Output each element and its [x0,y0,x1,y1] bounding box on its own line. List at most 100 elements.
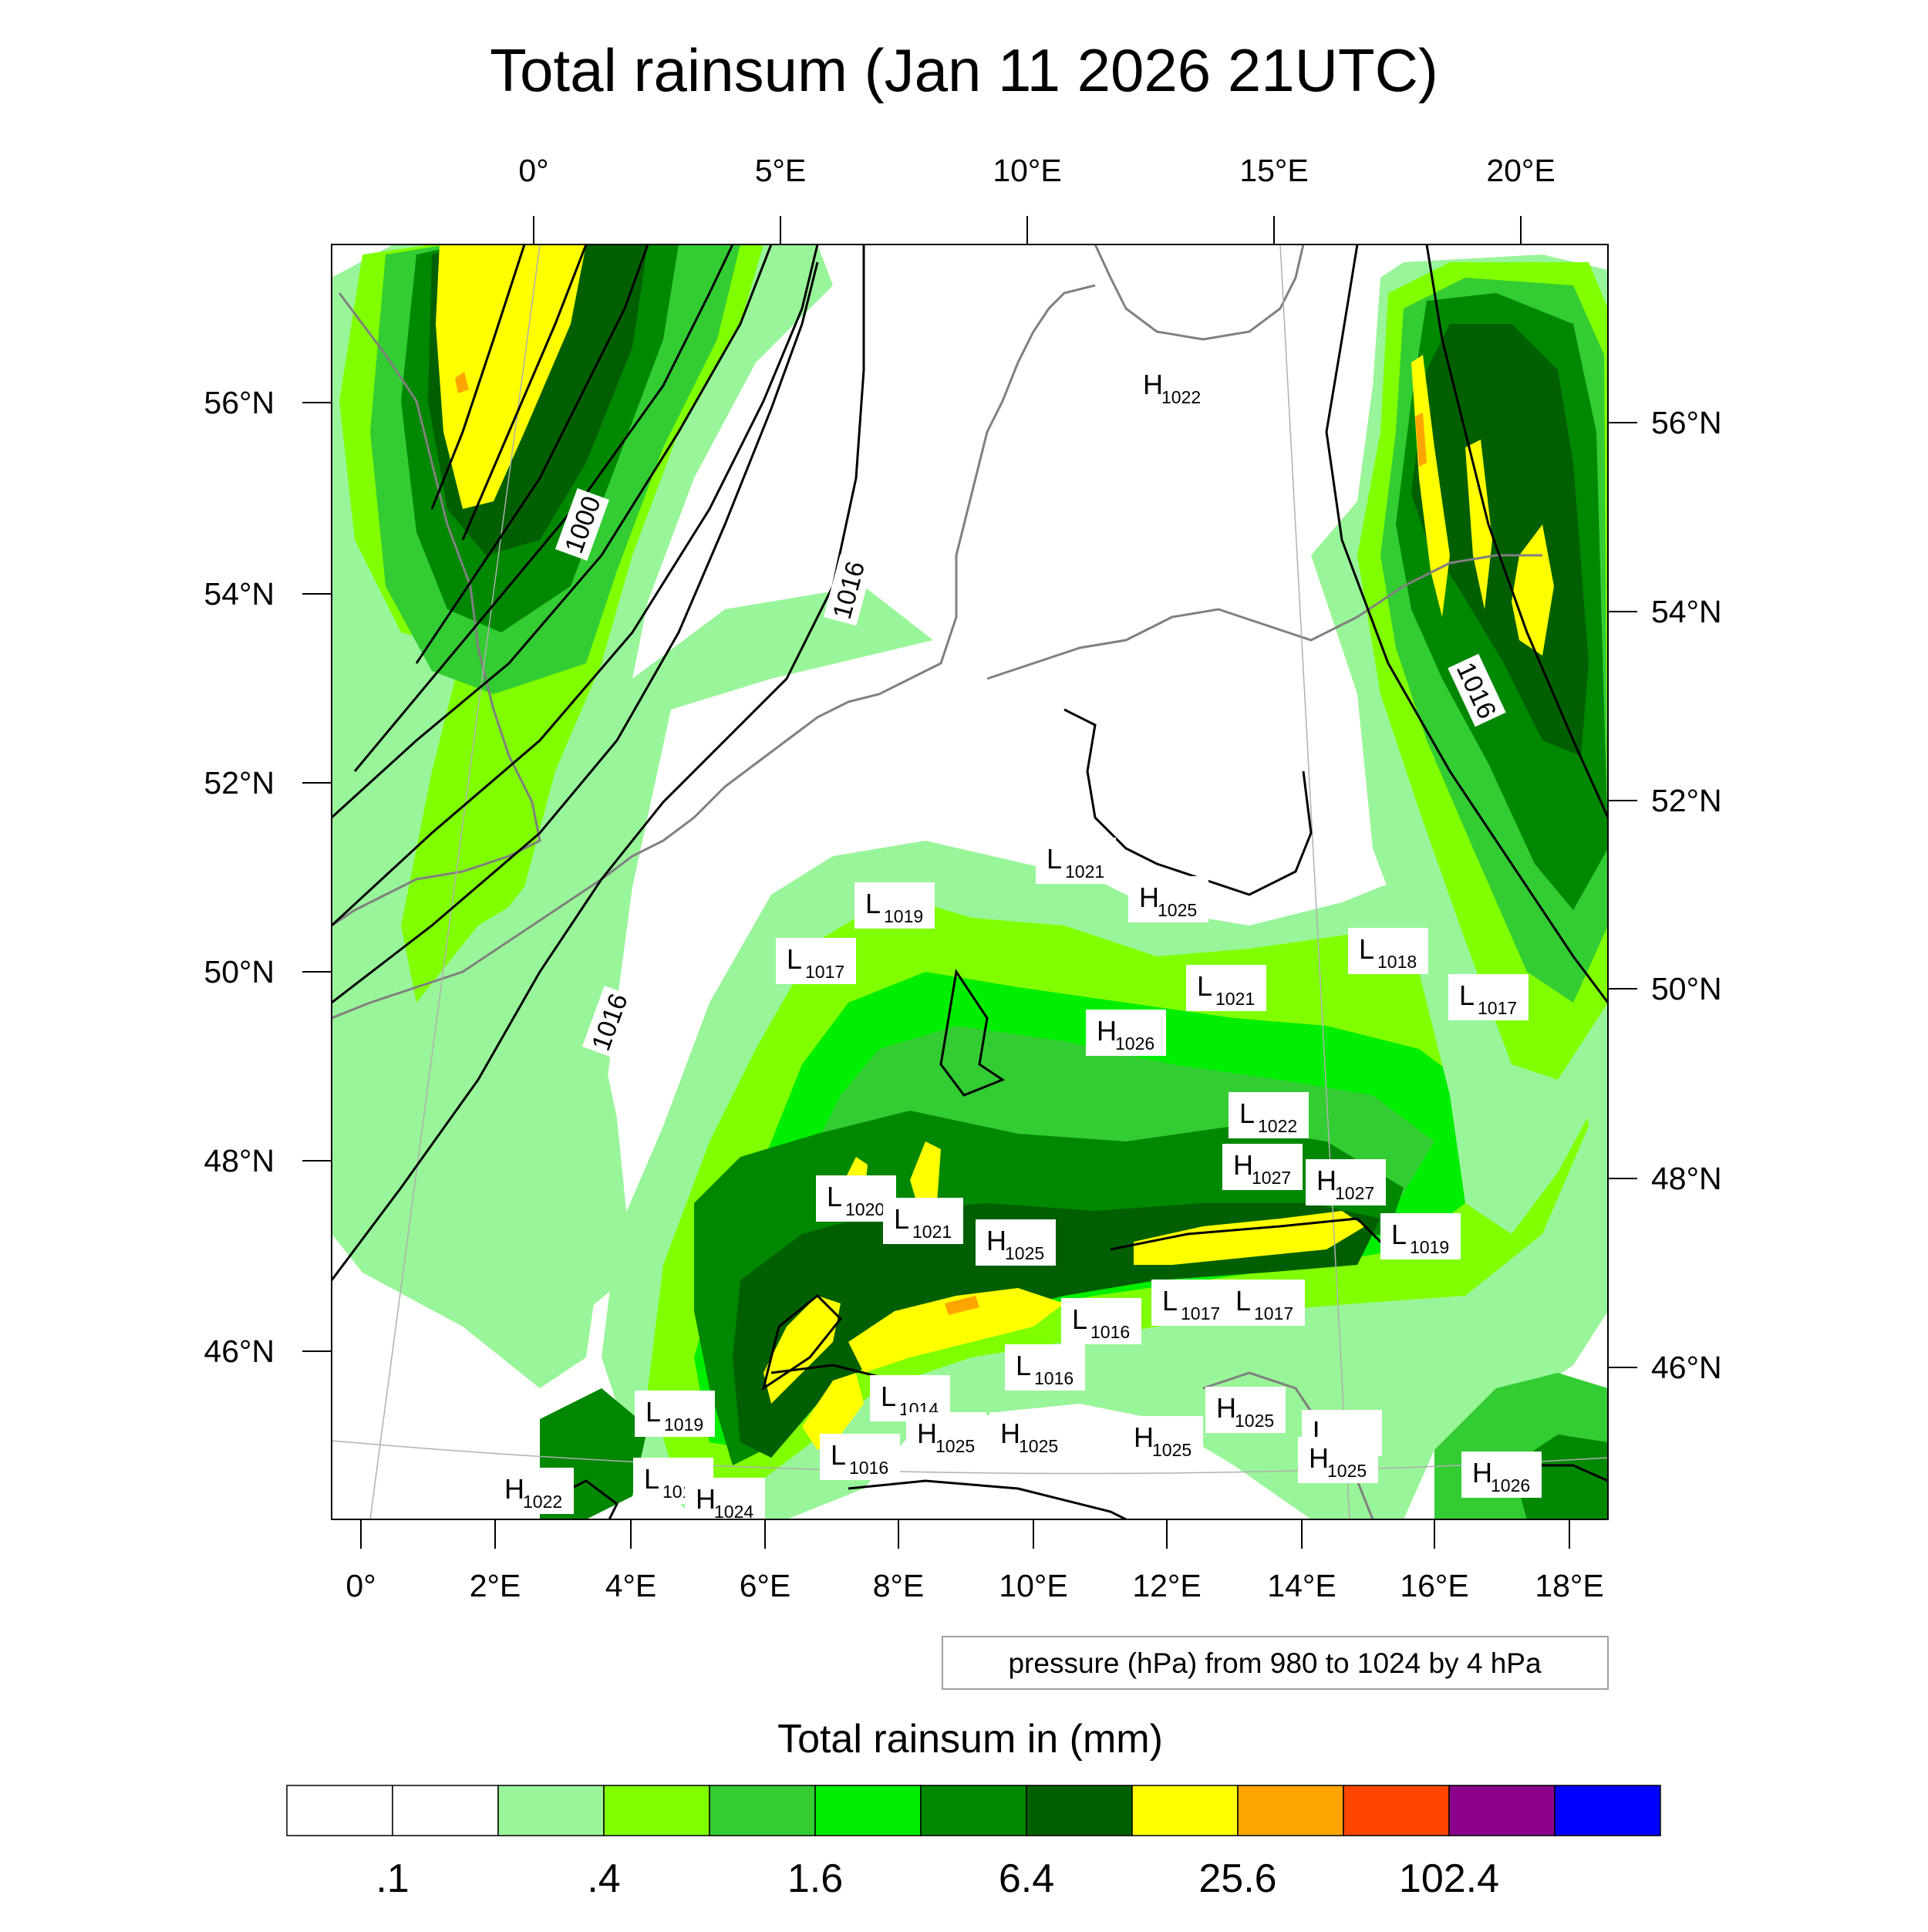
coast-britain [332,292,541,927]
pressure-center-box [1036,838,1116,884]
pressure-center-box [776,938,856,984]
right-lat-tick-label: 54°N [1651,594,1722,629]
pressure-center-type: H [1216,1392,1236,1424]
axis-tick-labels: 0° 5°E 10°E 15°E 20°E 0° 2°E 4°E 6°E 8°E 10°E 12°E 1… [204,153,1721,1603]
pressure-center-label: L 1017 [1151,1280,1232,1326]
pressure-center-type: L [831,1439,846,1471]
pressure-center-box [1461,1452,1542,1498]
pressure-center-box [685,1478,765,1524]
pressure-center-value: 1025 [1005,1243,1044,1263]
pressure-center-type: L [1162,1285,1178,1317]
pressure-center-type: L [1459,979,1475,1011]
colorbar-tick-label: 1.6 [787,1856,843,1901]
pressure-center-type: H [1316,1165,1336,1196]
pressure-center-label: L 1018 [1348,928,1428,974]
pressure-center-type: L [1359,933,1374,965]
isobar-14 [1110,1217,1390,1251]
pressure-center-value: 1021 [1065,861,1104,882]
pressure-center-type: L [1197,970,1212,1002]
rain-ne-yellow3 [1512,524,1554,656]
pressure-center-type: L [1391,1219,1407,1250]
pressure-center-value: 1016 [1034,1368,1074,1388]
isobar-2 [461,244,588,541]
pressure-center-value: 1020 [845,1199,885,1219]
pressure-center-box [820,1434,900,1480]
colorbar-tick-label: 25.6 [1198,1856,1276,1901]
pressure-center-type: L [881,1381,896,1412]
contour-label-box [823,554,874,626]
rain-central-yellow-c [848,1288,1064,1373]
isobar-12 [939,969,1006,1097]
pressure-center-value: 1017 [805,962,844,982]
pressure-center-box [1151,1280,1232,1326]
isobar-13 [761,1293,843,1391]
bottom-lon-tick-label: 4°E [605,1568,657,1603]
pressure-center-type: H [1309,1442,1329,1474]
pressure-center-type: H [1097,1015,1117,1047]
pressure-center-box [1123,1416,1203,1462]
colorbar-swatch [497,1785,605,1836]
coastlines [332,244,1542,1519]
pressure-center-value: 1019 [884,906,923,926]
pressure-center-value: 1024 [714,1502,753,1522]
pressure-center-box [1005,1344,1085,1391]
rain-central-orange [945,1296,979,1315]
contour-label-4: 1016 [1448,653,1506,727]
colorbar-swatch [603,1785,710,1836]
coast-scandinavia [1094,244,1305,341]
pressure-center-box [1222,1144,1303,1190]
pressure-center-label: L 1017 [1448,974,1529,1020]
pressure-center-box [1225,1280,1305,1326]
colorbar-swatch [286,1785,393,1836]
top-lon-tick-label: 5°E [755,153,807,188]
colorbar [286,1785,1661,1836]
bottom-lon-tick-label: 14°E [1267,1568,1336,1603]
left-lat-tick-label: 52°N [204,765,275,801]
pressure-center-type: L [894,1203,909,1235]
isobars [332,244,1608,1519]
pressure-center-type: L [644,1463,659,1495]
bottom-lon-tick-label: 8°E [873,1568,925,1603]
bottom-lon-tick-label: 18°E [1535,1568,1603,1603]
right-lat-tick-label: 46°N [1651,1350,1722,1385]
pressure-center-type: H [504,1473,524,1505]
axis-ticks [302,216,1637,1549]
left-lat-tick-label: 46°N [204,1334,275,1369]
pressure-center-box [1348,928,1428,974]
colorbar-swatch [1448,1785,1556,1836]
map-title: Total rainsum (Jan 11 2026 21UTC) [490,36,1438,104]
pressure-center-box [1186,965,1266,1011]
coast-continent [332,284,1096,1020]
pressure-center-box [1061,1298,1141,1344]
pressure-center-value: 1022 [523,1492,562,1512]
pressure-center-box [1380,1213,1461,1259]
rain-band-nw-orange [455,372,469,393]
colorbar-swatch [1343,1785,1450,1836]
left-lat-tick-label: 56°N [204,385,275,420]
bottom-lon-tick-label: 2°E [470,1568,521,1603]
rain-central-yellow-sw [802,1373,864,1450]
graticule-lon-0 [369,244,541,1519]
top-lon-tick-label: 20°E [1486,153,1555,188]
pressure-center-value: 1021 [1215,989,1255,1009]
bottom-lon-tick-label: 12°E [1132,1568,1201,1603]
left-lat-tick-label: 50°N [204,954,275,990]
pressure-center-box [1448,974,1529,1020]
pressure-center-type: L [1235,1285,1251,1317]
note-box [942,1636,1609,1690]
pressure-center-type: H [1472,1457,1492,1489]
pressure-center-value: 1019 [1410,1237,1449,1257]
colorbar-tick-label: .1 [376,1856,409,1901]
isobar-6 [332,244,819,927]
pressure-note: pressure (hPa) from 980 to 1024 by 4 hPa [1008,1647,1541,1679]
pressure-center-box [1298,1437,1378,1483]
pressure-center-type: H [1233,1149,1253,1181]
colorbar-swatch [1554,1785,1661,1836]
rain-ne-darker [1411,324,1589,756]
